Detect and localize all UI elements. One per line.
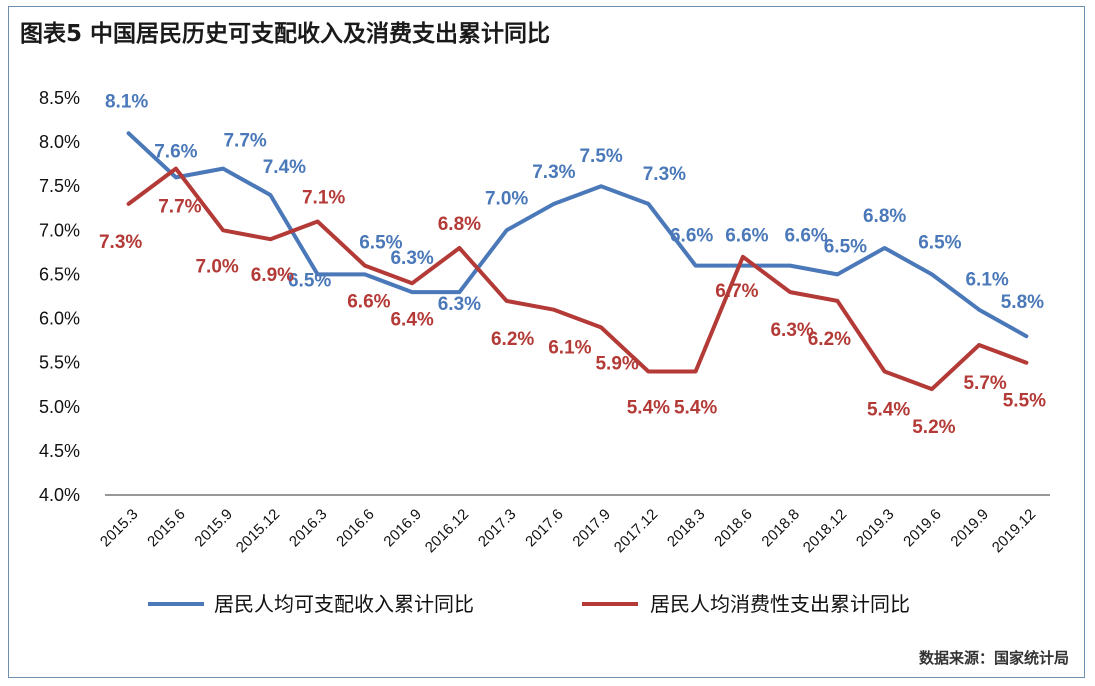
legend: 居民人均可支配收入累计同比 居民人均消费性支出累计同比 xyxy=(148,592,910,616)
income-data-label: 6.6% xyxy=(670,226,713,247)
consumption-data-label: 6.6% xyxy=(347,292,390,313)
income-data-label: 7.5% xyxy=(579,146,622,167)
x-tick-label: 2019.9 xyxy=(947,506,991,550)
x-tick-label: 2017.3 xyxy=(475,506,519,550)
x-tick-label: 2019.3 xyxy=(853,506,897,550)
y-tick-label: 7.0% xyxy=(39,220,80,240)
legend-label-income: 居民人均可支配收入累计同比 xyxy=(214,592,474,616)
income-data-label: 6.5% xyxy=(288,270,331,291)
x-tick-label: 2016.9 xyxy=(380,506,424,550)
consumption-data-label: 6.8% xyxy=(438,214,481,235)
income-data-label: 7.4% xyxy=(263,157,306,178)
consumption-data-label: 5.4% xyxy=(674,397,717,418)
income-data-label: 6.6% xyxy=(725,226,768,247)
y-tick-label: 5.0% xyxy=(39,397,80,417)
income-data-label: 6.3% xyxy=(438,294,481,315)
income-data-label: 6.8% xyxy=(863,206,906,227)
x-tick-label: 2019.12 xyxy=(989,506,1039,556)
income-data-label: 7.7% xyxy=(223,131,266,152)
consumption-data-label: 6.9% xyxy=(251,265,294,286)
income-data-label: 6.1% xyxy=(965,270,1008,291)
consumption-data-label: 6.4% xyxy=(390,309,433,330)
y-tick-label: 4.0% xyxy=(39,485,80,505)
consumption-series-line xyxy=(126,166,1029,392)
consumption-data-label: 6.3% xyxy=(770,320,813,341)
x-tick-label: 2015.9 xyxy=(191,506,235,550)
income-data-label: 6.6% xyxy=(784,226,827,247)
x-tick-label: 2018.3 xyxy=(664,506,708,550)
consumption-data-label: 5.4% xyxy=(627,397,670,418)
consumption-data-label: 7.0% xyxy=(195,256,238,277)
x-tick-label: 2015.12 xyxy=(233,506,283,556)
consumption-data-label: 7.3% xyxy=(99,232,142,253)
consumption-data-label: 5.7% xyxy=(963,373,1006,394)
y-tick-label: 6.5% xyxy=(39,264,80,284)
income-data-label: 7.3% xyxy=(532,162,575,183)
y-tick-label: 8.0% xyxy=(39,132,80,152)
income-data-label: 5.8% xyxy=(1001,292,1044,313)
x-tick-label: 2016.3 xyxy=(286,506,330,550)
income-series-line xyxy=(126,131,1029,339)
income-data-label: 6.3% xyxy=(390,248,433,269)
y-tick-label: 4.5% xyxy=(39,441,80,461)
series-lines xyxy=(126,131,1029,392)
consumption-data-label: 5.5% xyxy=(1003,391,1046,412)
chart-title: 图表5 中国居民历史可支配收入及消费支出累计同比 xyxy=(20,21,551,47)
y-axis-ticks: 8.5% 8.0% 7.5% 7.0% 6.5% 6.0% 5.5% 5.0% 4.5% 4.0% xyxy=(39,88,80,505)
y-tick-label: 6.0% xyxy=(39,309,80,329)
income-data-label: 7.0% xyxy=(485,188,528,209)
consumption-data-label: 6.7% xyxy=(715,281,758,302)
consumption-data-label: 6.2% xyxy=(491,329,534,350)
consumption-data-label: 7.1% xyxy=(302,188,345,209)
income-data-label: 7.3% xyxy=(643,164,686,185)
source-note: 数据来源：国家统计局 xyxy=(918,649,1069,667)
x-tick-label: 2018.6 xyxy=(711,506,755,550)
x-tick-label: 2017.9 xyxy=(569,506,613,550)
income-data-label: 6.5% xyxy=(359,232,402,253)
y-tick-label: 7.5% xyxy=(39,176,80,196)
x-tick-label: 2015.3 xyxy=(97,506,141,550)
x-tick-label: 2016.12 xyxy=(422,506,472,556)
chart-frame xyxy=(8,6,1085,678)
x-tick-label: 2017.12 xyxy=(611,506,661,556)
x-tick-label: 2018.12 xyxy=(800,506,850,556)
x-tick-label: 2015.6 xyxy=(144,506,188,550)
x-tick-label: 2018.8 xyxy=(758,506,802,550)
consumption-data-label: 5.9% xyxy=(595,353,638,374)
consumption-data-label: 6.1% xyxy=(548,338,591,359)
x-tick-label: 2019.6 xyxy=(900,506,944,550)
x-tick-label: 2017.6 xyxy=(522,506,566,550)
x-tick-label: 2016.6 xyxy=(333,506,377,550)
income-data-label: 6.5% xyxy=(824,236,867,257)
income-data-label: 8.1% xyxy=(105,91,148,112)
consumption-data-label: 5.2% xyxy=(912,417,955,438)
income-data-label: 6.5% xyxy=(918,232,961,253)
y-tick-label: 5.5% xyxy=(39,353,80,373)
legend-label-consumption: 居民人均消费性支出累计同比 xyxy=(650,592,910,616)
income-data-label: 7.6% xyxy=(154,141,197,162)
consumption-data-label: 6.2% xyxy=(808,329,851,350)
y-tick-label: 8.5% xyxy=(39,88,80,108)
consumption-data-label: 7.7% xyxy=(158,197,201,218)
consumption-data-label: 5.4% xyxy=(867,399,910,420)
data-labels: 8.1%7.6%7.7%7.4%6.5%6.5%6.3%6.3%7.0%7.3%… xyxy=(99,91,1046,438)
